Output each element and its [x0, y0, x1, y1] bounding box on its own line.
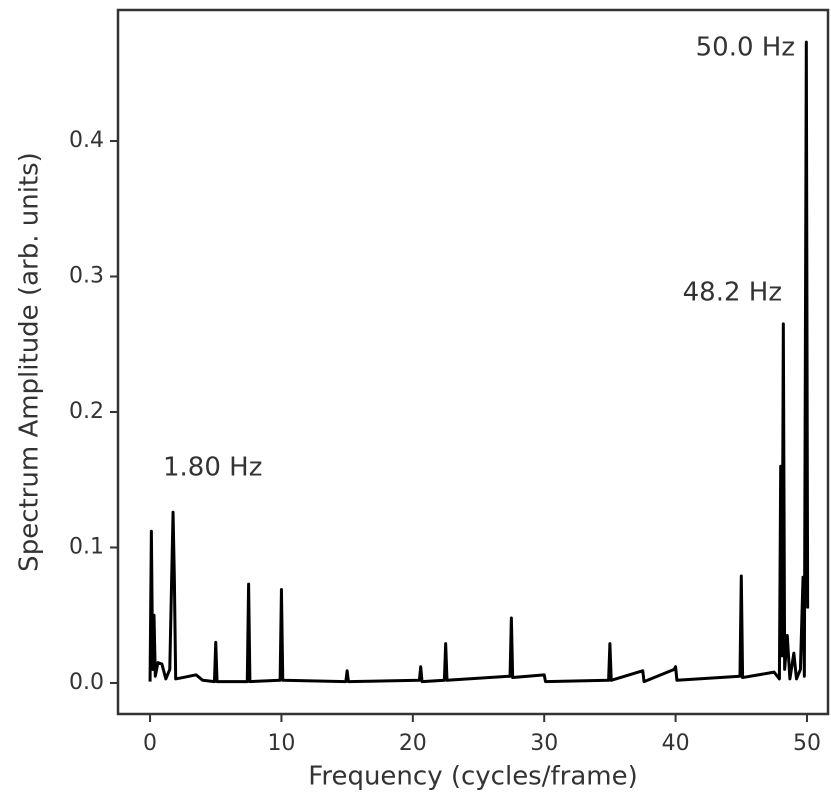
x-tick-label: 50 — [793, 731, 821, 756]
x-tick-label: 40 — [662, 731, 690, 756]
x-tick-label: 10 — [267, 731, 295, 756]
x-tick-label: 0 — [143, 731, 157, 756]
y-tick-label: 0.3 — [69, 264, 104, 289]
x-tick-label: 20 — [399, 731, 427, 756]
annotation: 1.80 Hz — [163, 453, 262, 483]
spectrum-line — [148, 40, 810, 684]
annotation: 50.0 Hz — [696, 33, 795, 63]
plot-frame — [116, 8, 830, 716]
y-tick-label: 0.0 — [69, 670, 104, 695]
x-tick-label: 30 — [530, 731, 558, 756]
y-axis-label: Spectrum Amplitude (arb. units) — [15, 152, 45, 572]
annotation: 48.2 Hz — [683, 278, 782, 308]
y-tick-label: 0.4 — [69, 128, 104, 153]
y-tick-label: 0.2 — [69, 399, 104, 424]
y-tick-label: 0.1 — [69, 534, 104, 559]
x-axis-label: Frequency (cycles/frame) — [308, 762, 637, 792]
